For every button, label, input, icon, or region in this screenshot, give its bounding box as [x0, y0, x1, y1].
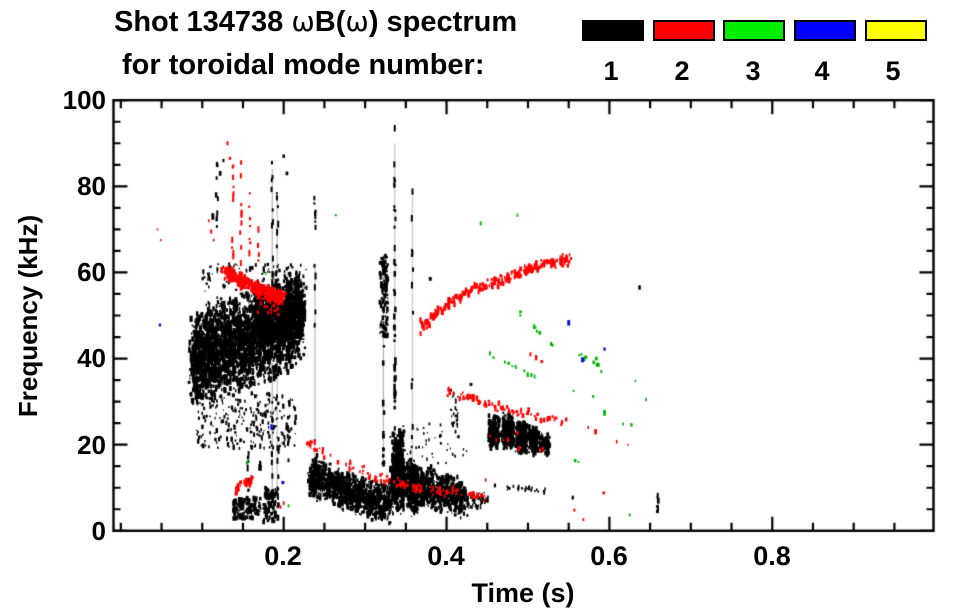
- y-tick-label-60: 60: [77, 257, 106, 287]
- x-tick-label-2: 0.6: [590, 541, 628, 571]
- title-text: Shot 134738: [114, 6, 292, 38]
- y-tick-label-40: 40: [77, 343, 106, 373]
- y-tick-label-0: 0: [91, 516, 106, 546]
- x-tick-label-1: 0.4: [427, 541, 465, 571]
- figure-title-line1: Shot 134738 ωB(ω) spectrum: [114, 5, 517, 39]
- y-tick-label-80: 80: [77, 171, 106, 201]
- legend-swatch-mode3: [723, 20, 785, 41]
- legend-number-4: 4: [814, 56, 830, 86]
- y-axis-title: Frequency (kHz): [13, 214, 43, 418]
- figure-title-line2: for toroidal mode number:: [122, 49, 485, 81]
- legend-swatch-mode1: [582, 20, 644, 41]
- legend-number-5: 5: [885, 56, 901, 86]
- omega-symbol: ω: [345, 5, 369, 38]
- y-tick-label-100: 100: [62, 85, 106, 115]
- x-tick-label-3: 0.8: [753, 541, 791, 571]
- omega-symbol: ω: [291, 5, 315, 38]
- legend-number-3: 3: [745, 56, 761, 86]
- title-text: ) spectrum: [368, 6, 518, 38]
- x-axis-title: Time (s): [471, 578, 575, 608]
- title-text: B(: [314, 6, 346, 38]
- legend-number-1: 1: [603, 56, 619, 86]
- x-tick-label-0: 0.2: [264, 541, 302, 571]
- legend-swatch-mode2: [653, 20, 715, 41]
- legend-swatch-mode5: [865, 20, 927, 41]
- y-tick-label-20: 20: [77, 430, 106, 460]
- legend-swatch-mode4: [794, 20, 856, 41]
- legend-number-2: 2: [674, 56, 690, 86]
